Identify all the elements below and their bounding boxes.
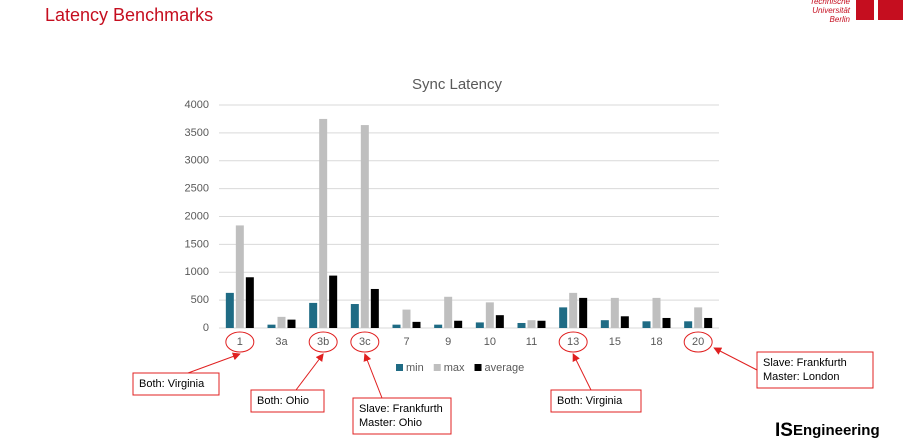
highlight-circle (308, 331, 338, 353)
logo-text: Technische (810, 0, 851, 6)
bar (454, 320, 463, 328)
annotation-text: Both: Virginia (139, 378, 205, 390)
annotation-arrow (187, 352, 241, 374)
bar (475, 322, 484, 328)
annotation-text: Slave: Frankfurth (763, 357, 847, 369)
y-tick-label: 3500 (185, 127, 209, 139)
y-tick-label: 1500 (185, 238, 209, 250)
bar (392, 324, 401, 328)
legend-swatch (474, 364, 482, 371)
y-tick-label: 2500 (185, 183, 209, 195)
bar (517, 322, 526, 328)
bar (485, 302, 494, 328)
logo-block (856, 0, 874, 20)
bar (620, 316, 629, 328)
bar (434, 324, 443, 328)
bar (225, 292, 234, 328)
y-tick-label: 2000 (185, 210, 209, 222)
x-tick-label: 11 (526, 336, 537, 348)
bar (350, 304, 359, 328)
bar (309, 302, 318, 328)
bar (642, 321, 651, 328)
highlight-circle (558, 331, 588, 353)
x-tick-label: 1 (237, 336, 243, 348)
bar (559, 307, 568, 328)
bar (569, 292, 578, 328)
chart-title: Sync Latency (412, 76, 503, 93)
y-tick-label: 3000 (185, 155, 209, 167)
y-tick-label: 500 (191, 294, 209, 306)
footer-logo: ISEngineering (775, 420, 880, 438)
y-tick-label: 1000 (185, 266, 209, 278)
x-tick-label: 15 (609, 336, 621, 348)
bar (600, 320, 609, 328)
logo-block (878, 0, 903, 20)
annotation-text: Both: Ohio (257, 395, 309, 407)
legend-label: average (485, 362, 525, 374)
bar (537, 320, 546, 328)
bar (444, 296, 453, 328)
x-tick-label: 10 (484, 336, 496, 348)
highlight-circle (683, 331, 713, 353)
annotation-text: Slave: Frankfurth (359, 403, 443, 415)
bar (495, 315, 504, 328)
bar (579, 297, 588, 328)
logo-text: Berlin (830, 15, 851, 24)
x-tick-label: 9 (445, 336, 451, 348)
x-tick-label: 20 (692, 336, 704, 348)
bar (412, 321, 421, 328)
annotation-arrow (713, 347, 758, 371)
highlight-circle (350, 331, 380, 353)
annotation-box (132, 372, 220, 396)
annotation-box (550, 389, 642, 413)
annotation-text: Master: London (763, 371, 839, 383)
bar (662, 317, 671, 328)
bar (319, 118, 328, 328)
bar (652, 297, 661, 328)
annotation-arrow (572, 353, 592, 391)
legend-swatch (396, 364, 403, 371)
bar (245, 277, 254, 328)
annotation-box (352, 397, 452, 435)
bar (694, 307, 703, 328)
x-tick-label: 7 (403, 336, 409, 348)
slide-title: Latency Benchmarks (45, 5, 213, 25)
annotation-box (756, 351, 874, 389)
logo-text: Universität (812, 6, 851, 15)
bar (610, 297, 619, 328)
bar (684, 321, 693, 328)
legend-label: max (444, 362, 465, 374)
bar (329, 275, 338, 328)
bar (704, 317, 713, 328)
y-tick-label: 0 (203, 322, 209, 334)
bar (277, 316, 286, 328)
bar (402, 309, 411, 328)
annotation-text: Master: Ohio (359, 417, 422, 429)
legend-label: min (406, 362, 424, 374)
bar (235, 225, 244, 328)
annotation-arrow (295, 353, 324, 391)
y-tick-label: 4000 (185, 99, 209, 111)
bar (267, 324, 276, 328)
x-tick-label: 3b (317, 336, 329, 348)
legend-swatch (433, 364, 441, 371)
x-tick-label: 18 (650, 336, 662, 348)
x-tick-label: 3c (359, 336, 371, 348)
bar (360, 125, 369, 328)
x-tick-label: 3a (275, 336, 288, 348)
bar (287, 319, 296, 328)
annotation-arrow (363, 353, 383, 399)
highlight-circle (225, 331, 255, 353)
x-tick-label: 13 (567, 336, 579, 348)
annotation-box (250, 389, 325, 413)
bar (370, 288, 379, 328)
annotation-text: Both: Virginia (557, 395, 623, 407)
bar (527, 320, 536, 328)
